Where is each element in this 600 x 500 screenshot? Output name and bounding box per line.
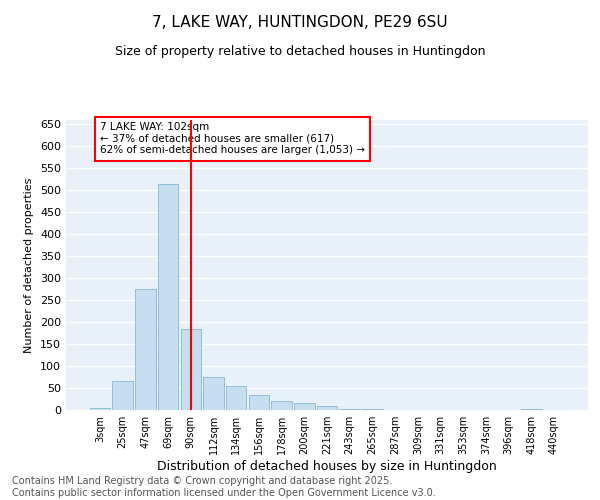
Bar [362,408,383,410]
Bar [181,328,201,410]
Text: Size of property relative to detached houses in Huntingdon: Size of property relative to detached ho… [115,45,485,58]
Bar [294,404,314,410]
Bar [271,401,292,410]
Bar [317,406,337,410]
Bar [112,382,133,410]
Bar [135,289,155,410]
Bar [203,377,224,410]
Bar [226,386,247,410]
Bar [340,408,360,410]
Bar [248,394,269,410]
X-axis label: Distribution of detached houses by size in Huntingdon: Distribution of detached houses by size … [157,460,497,473]
Bar [521,408,542,410]
Text: 7, LAKE WAY, HUNTINGDON, PE29 6SU: 7, LAKE WAY, HUNTINGDON, PE29 6SU [152,15,448,30]
Text: Contains HM Land Registry data © Crown copyright and database right 2025.
Contai: Contains HM Land Registry data © Crown c… [12,476,436,498]
Text: 7 LAKE WAY: 102sqm
← 37% of detached houses are smaller (617)
62% of semi-detach: 7 LAKE WAY: 102sqm ← 37% of detached hou… [100,122,365,156]
Bar [158,184,178,410]
Bar [90,408,110,410]
Y-axis label: Number of detached properties: Number of detached properties [25,178,34,352]
